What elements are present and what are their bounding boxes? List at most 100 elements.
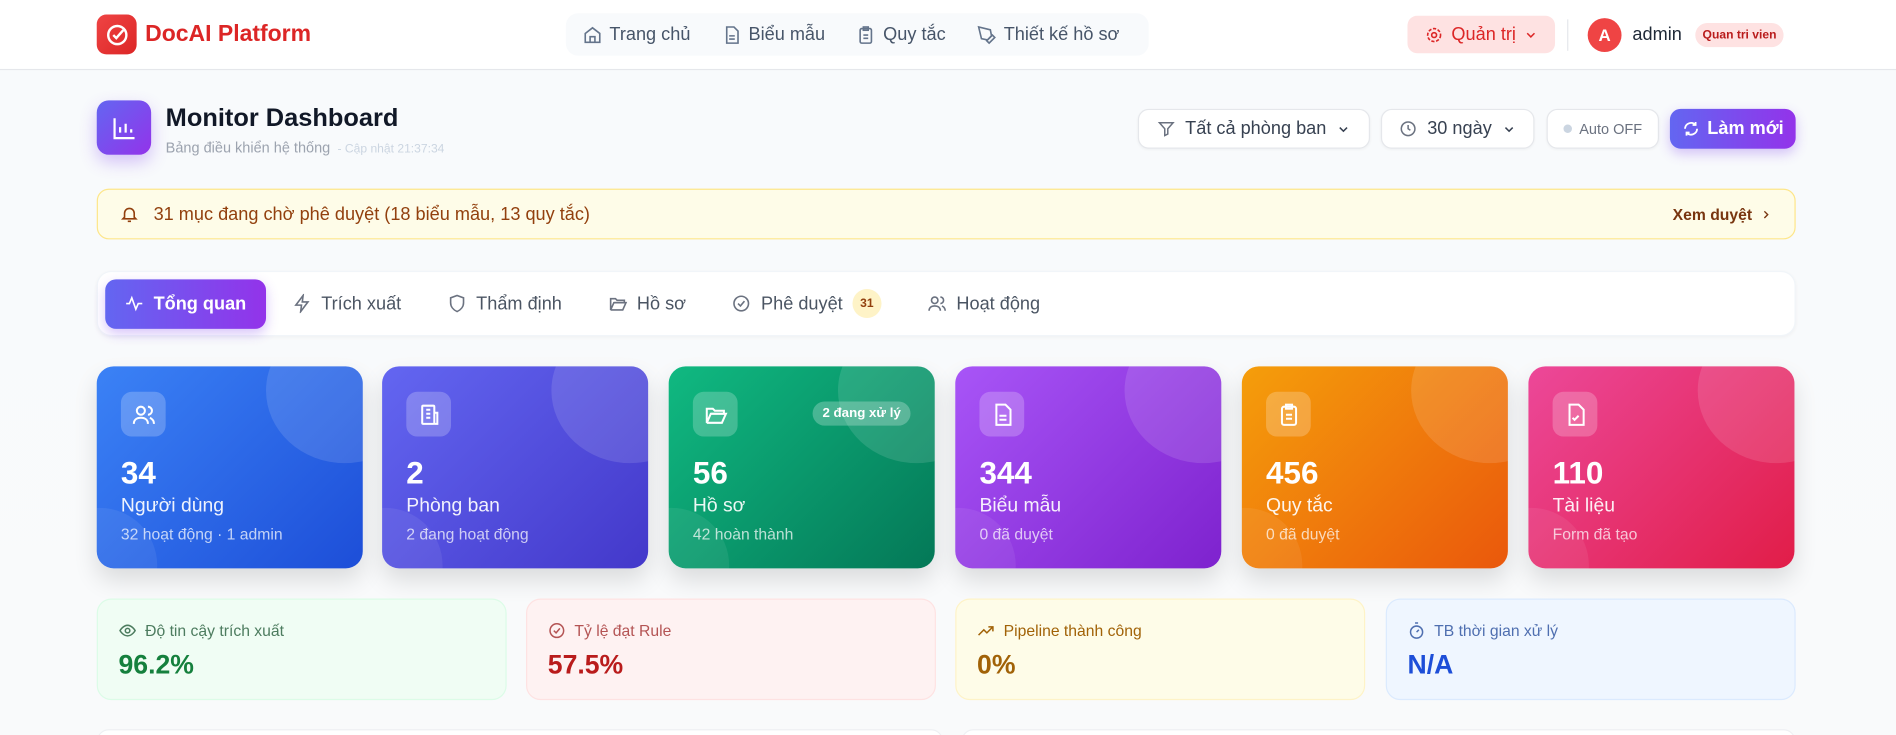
building-icon bbox=[406, 391, 452, 437]
chevron-down-icon bbox=[1339, 126, 1348, 132]
trending-up-icon bbox=[978, 626, 994, 636]
status-dot bbox=[1563, 124, 1572, 134]
users-icon bbox=[928, 296, 946, 311]
page-subtitle: Bảng điều khiển hệ thống - Cập nhật 21:37… bbox=[166, 139, 445, 156]
alert-text: 31 mục đang chờ phê duyệt (18 biểu mẫu, … bbox=[153, 203, 590, 225]
chart-panel bbox=[961, 729, 1796, 735]
auto-refresh-toggle[interactable]: Auto OFF bbox=[1546, 108, 1660, 149]
department-filter[interactable]: Tất cả phòng ban bbox=[1137, 108, 1371, 149]
tab-overview[interactable]: Tổng quan bbox=[105, 278, 266, 329]
metric-label: Pipeline thành công bbox=[1003, 621, 1142, 640]
stat-subtext: Form đã tạo bbox=[1552, 524, 1638, 543]
check-circle-icon bbox=[549, 623, 565, 639]
metric-value: 0% bbox=[977, 649, 1016, 680]
tab-label: Hồ sơ bbox=[636, 293, 687, 314]
logo-icon[interactable] bbox=[96, 14, 137, 55]
refresh-label: Làm mới bbox=[1707, 118, 1784, 140]
decoration bbox=[1697, 366, 1795, 464]
metric-value: 96.2% bbox=[118, 649, 194, 680]
stat-card[interactable]: 456 Quy tắc 0 đã duyệt bbox=[1241, 366, 1508, 569]
decoration bbox=[1411, 366, 1508, 464]
chevron-down-icon bbox=[1526, 32, 1535, 38]
tab-activity[interactable]: Hoạt động bbox=[908, 279, 1059, 329]
stat-card[interactable]: 344 Biểu mẫu 0 đã duyệt bbox=[955, 366, 1222, 569]
bell-icon bbox=[120, 207, 138, 223]
tab-approval[interactable]: Phê duyệt 31 bbox=[713, 279, 901, 329]
admin-menu-label: Quản trị bbox=[1451, 24, 1516, 45]
role-badge: Quan tri vien bbox=[1695, 22, 1784, 48]
admin-menu-button[interactable]: Quản trị bbox=[1407, 15, 1556, 54]
zap-icon bbox=[293, 293, 310, 314]
stat-subtext: 0 đã duyệt bbox=[979, 524, 1053, 543]
clock-icon bbox=[1400, 121, 1417, 137]
tab-label: Thẩm định bbox=[476, 293, 562, 314]
updated-time: - Cập nhật 21:37:34 bbox=[337, 142, 445, 156]
metric-card: TB thời gian xử lý N/A bbox=[1385, 598, 1796, 701]
pen-tool-icon bbox=[977, 25, 996, 44]
tab-label: Hoạt động bbox=[956, 293, 1041, 314]
users-icon bbox=[120, 391, 166, 437]
main-nav: Trang chủ Biểu mẫu Quy tắc Thiết kế hồ s… bbox=[565, 13, 1149, 56]
stat-value: 2 bbox=[406, 454, 424, 491]
stat-value: 56 bbox=[692, 454, 728, 491]
period-value: 30 ngày bbox=[1427, 118, 1492, 140]
file-check-icon bbox=[1552, 391, 1598, 437]
timer-icon bbox=[1409, 622, 1424, 639]
stat-subtext: 0 đã duyệt bbox=[1266, 524, 1340, 543]
file-text-icon bbox=[725, 25, 739, 44]
avatar[interactable]: A bbox=[1587, 18, 1622, 52]
stat-subtext: 42 hoàn thành bbox=[692, 524, 794, 543]
folder-open-icon bbox=[609, 297, 627, 311]
nav-rules[interactable]: Quy tắc bbox=[857, 24, 946, 45]
stat-value: 456 bbox=[1266, 454, 1319, 491]
chart-bar-icon bbox=[96, 100, 152, 155]
decoration bbox=[266, 366, 363, 464]
user-name[interactable]: admin bbox=[1632, 24, 1682, 45]
clipboard-icon bbox=[859, 25, 873, 44]
stat-card[interactable]: 34 Người dùng 32 hoạt động · 1 admin bbox=[96, 366, 363, 569]
shield-icon bbox=[449, 294, 465, 313]
approval-count-badge: 31 bbox=[852, 288, 882, 319]
nav-label: Trang chủ bbox=[609, 24, 691, 45]
stat-label: Phòng ban bbox=[406, 495, 500, 517]
refresh-button[interactable]: Làm mới bbox=[1669, 108, 1796, 149]
home-icon bbox=[584, 26, 601, 43]
folder-open-icon bbox=[692, 391, 738, 437]
top-header: DocAI Platform Trang chủ Biểu mẫu Quy tắ… bbox=[0, 0, 1896, 71]
stat-subtext: 32 hoạt động · 1 admin bbox=[120, 524, 283, 543]
metric-card: Độ tin cậy trích xuất 96.2% bbox=[96, 598, 507, 701]
stat-subtext: 2 đang hoạt động bbox=[406, 524, 529, 543]
gear-icon bbox=[1427, 27, 1442, 42]
nav-label: Biểu mẫu bbox=[748, 24, 826, 45]
metric-card: Pipeline thành công 0% bbox=[955, 598, 1366, 701]
tab-validation[interactable]: Thẩm định bbox=[428, 279, 581, 329]
nav-home[interactable]: Trang chủ bbox=[583, 24, 691, 45]
chevron-down-icon bbox=[1504, 126, 1513, 132]
nav-label: Thiết kế hồ sơ bbox=[1003, 24, 1120, 45]
clipboard-list-icon bbox=[1266, 391, 1311, 437]
tab-extraction[interactable]: Trích xuất bbox=[273, 279, 421, 329]
brand-name[interactable]: DocAI Platform bbox=[145, 21, 312, 48]
stat-card[interactable]: 110 Tài liệu Form đã tạo bbox=[1528, 366, 1795, 569]
decoration bbox=[1124, 366, 1222, 464]
divider bbox=[1567, 19, 1569, 51]
stat-label: Người dùng bbox=[120, 495, 225, 517]
stat-card[interactable]: 2 đang xử lý 56 Hồ sơ 42 hoàn thành bbox=[668, 366, 935, 569]
eye-icon bbox=[119, 624, 136, 637]
stat-card[interactable]: 2 Phòng ban 2 đang hoạt động bbox=[382, 366, 649, 569]
file-text-icon bbox=[979, 391, 1025, 437]
nav-profile-design[interactable]: Thiết kế hồ sơ bbox=[977, 24, 1119, 45]
period-select[interactable]: 30 ngày bbox=[1380, 108, 1535, 149]
tab-records[interactable]: Hồ sơ bbox=[588, 279, 705, 329]
view-approvals-link[interactable]: Xem duyệt bbox=[1673, 205, 1773, 223]
link-label: Xem duyệt bbox=[1672, 204, 1753, 224]
subtitle-text: Bảng điều khiển hệ thống bbox=[165, 139, 331, 156]
nav-forms[interactable]: Biểu mẫu bbox=[722, 24, 825, 45]
metric-label: TB thời gian xử lý bbox=[1434, 621, 1559, 640]
activity-icon bbox=[126, 295, 143, 312]
stat-label: Quy tắc bbox=[1266, 495, 1333, 517]
tab-label: Tổng quan bbox=[153, 293, 247, 314]
filter-icon bbox=[1157, 121, 1175, 137]
processing-badge: 2 đang xử lý bbox=[812, 401, 911, 426]
decoration bbox=[551, 366, 649, 464]
